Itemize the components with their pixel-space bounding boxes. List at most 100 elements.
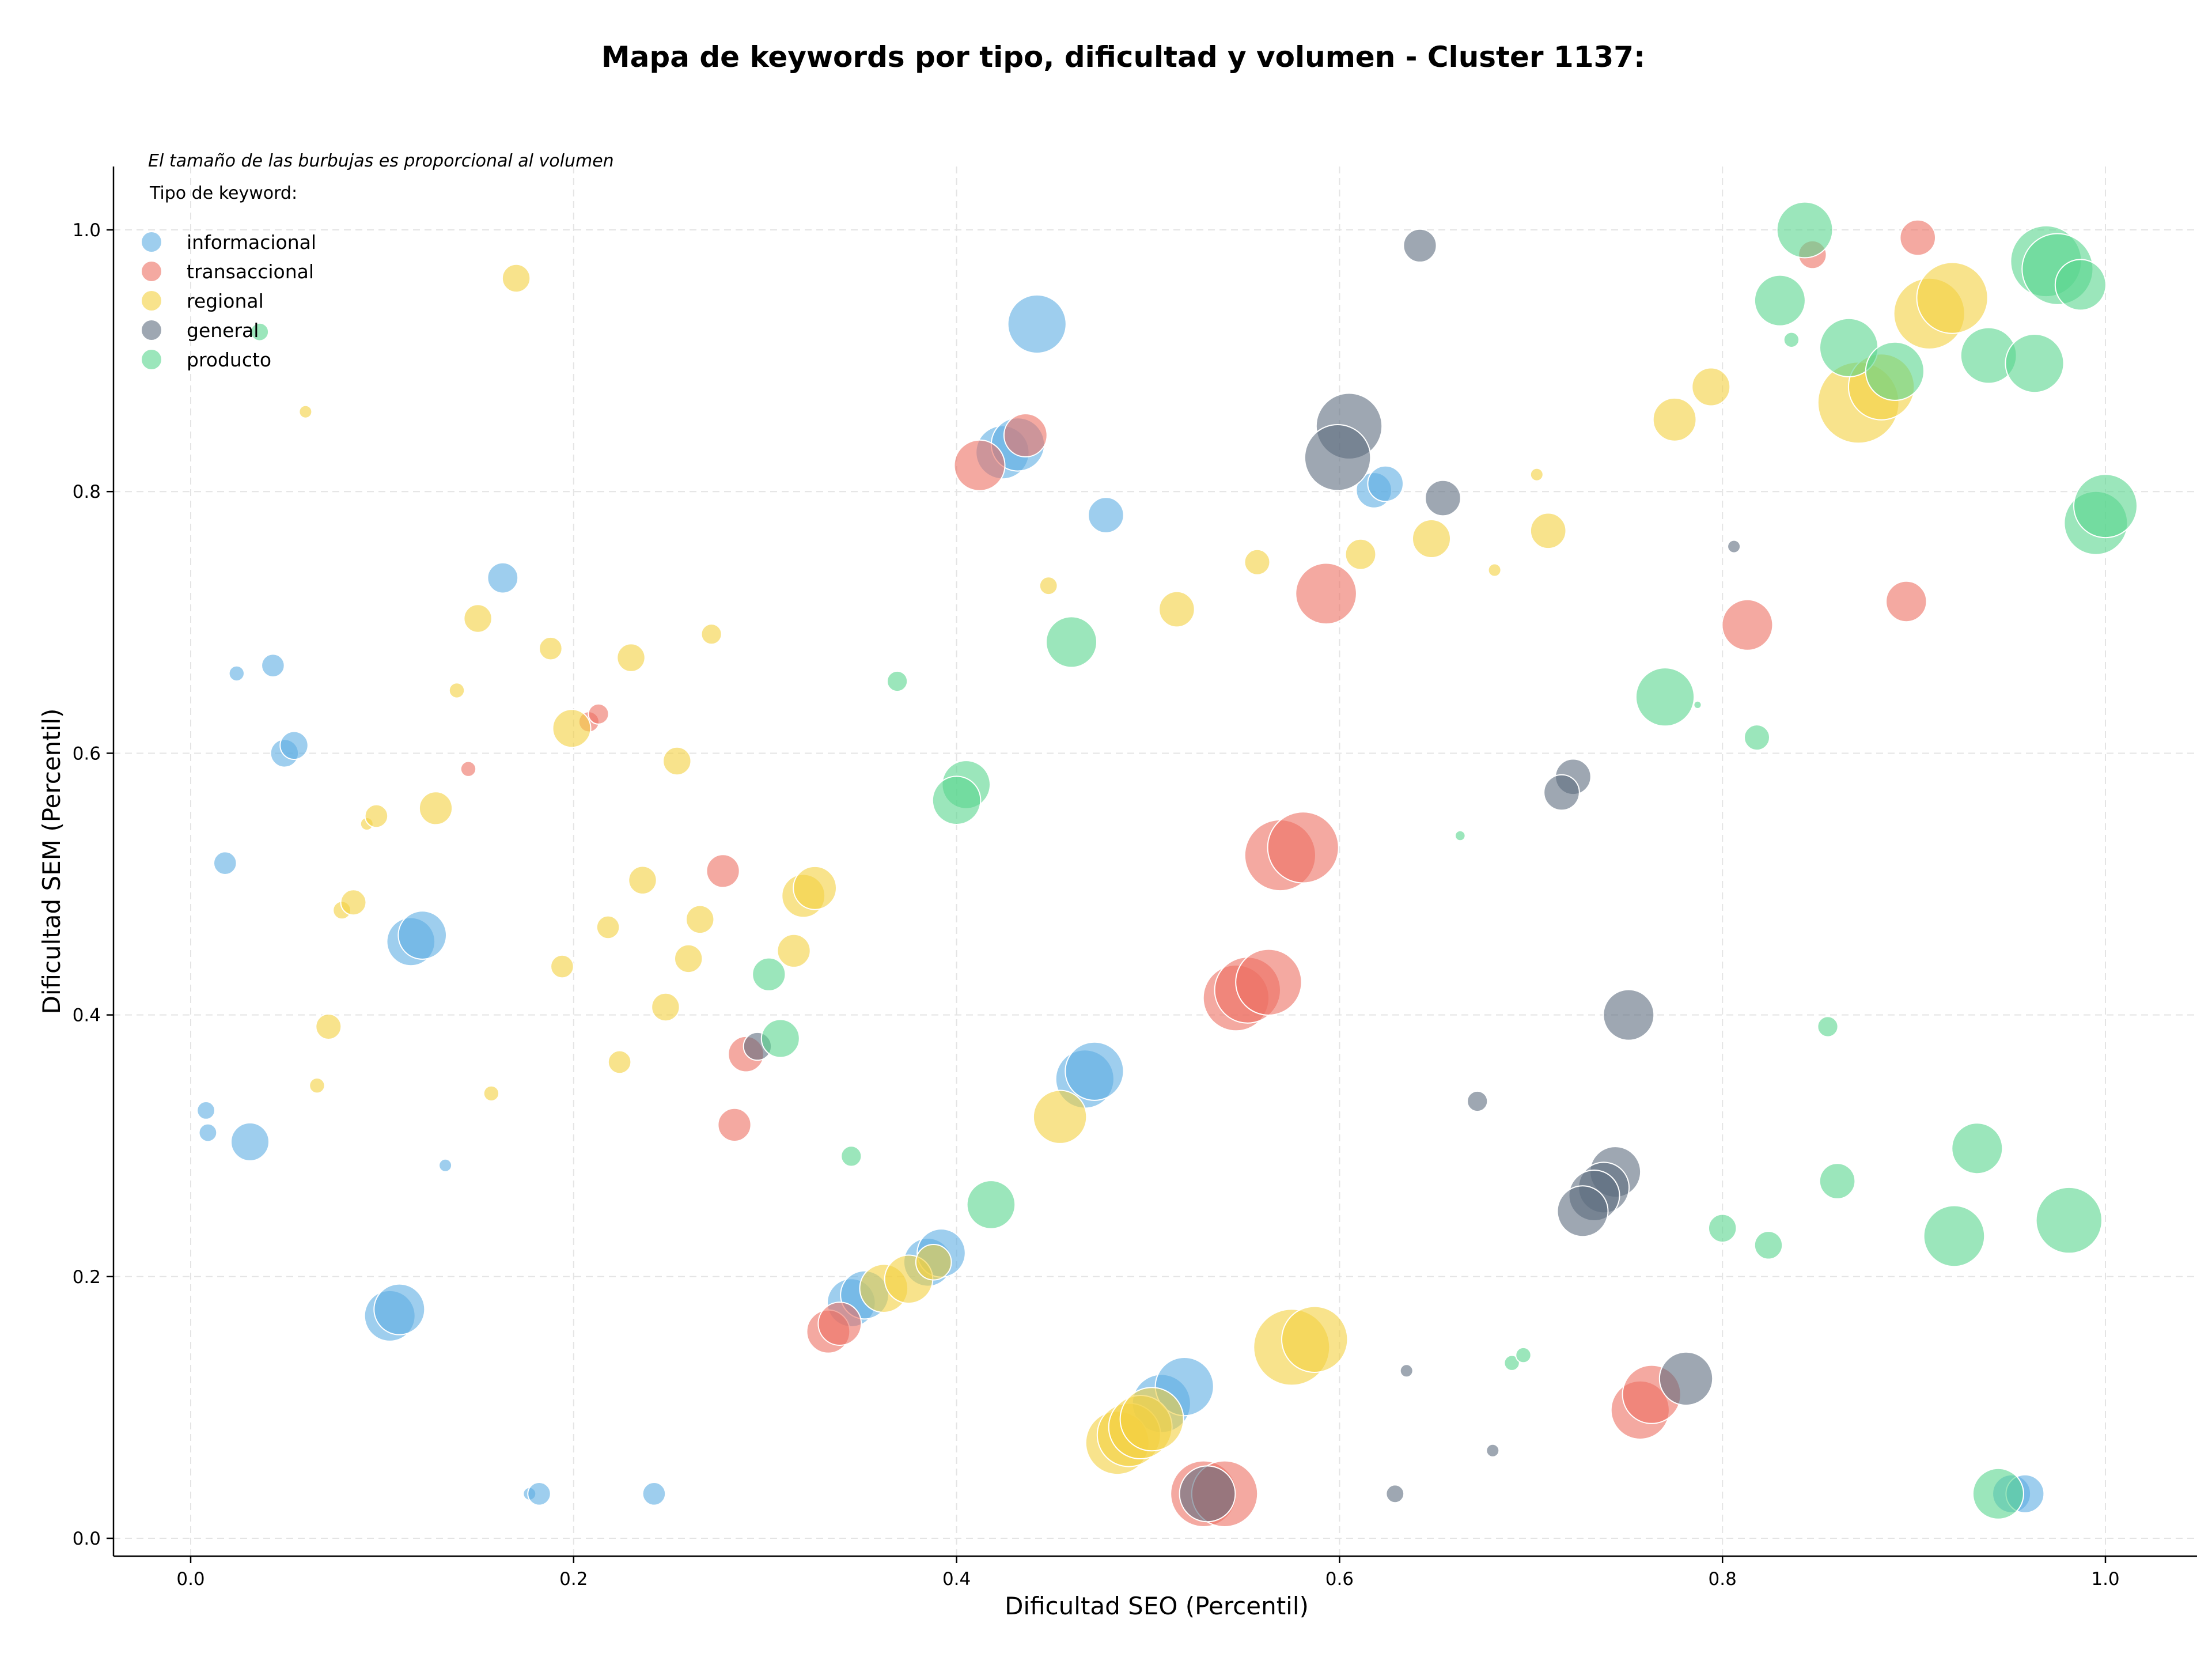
- bubble-general: [1603, 989, 1655, 1041]
- bubble-transaccional: [706, 854, 740, 888]
- bubble-informacional: [279, 731, 309, 760]
- bubble-producto: [1744, 724, 1770, 751]
- bubble-informacional: [527, 1482, 551, 1506]
- legend-item-transaccional: transaccional: [142, 260, 314, 283]
- bubble-regional: [309, 1077, 325, 1094]
- x-tick-label: 0.0: [176, 1569, 204, 1590]
- legend-item-general: general: [142, 319, 259, 342]
- bubble-producto: [2035, 1186, 2103, 1254]
- bubble-transaccional: [817, 1301, 862, 1346]
- bubble-general: [1727, 539, 1741, 554]
- bubble-regional: [463, 604, 493, 633]
- bubble-producto: [1753, 1231, 1783, 1260]
- bubble-general: [1425, 479, 1461, 517]
- bubble-producto: [1776, 201, 1834, 259]
- bubble-regional: [1032, 1089, 1088, 1144]
- bubble-regional: [1529, 512, 1567, 550]
- bubble-producto: [752, 957, 786, 992]
- bubble-regional: [628, 865, 657, 895]
- bubble-informacional: [261, 653, 285, 678]
- bubble-regional: [550, 954, 574, 979]
- y-axis-label: Dificultad SEM (Percentil): [37, 709, 66, 1015]
- bubble-informacional: [1367, 465, 1404, 502]
- bubble-producto: [2073, 474, 2138, 539]
- series-transaccional: [460, 219, 1936, 1528]
- bubble-regional: [700, 623, 722, 645]
- bubble-general: [1658, 1351, 1714, 1406]
- bubble-regional: [685, 905, 715, 934]
- bubble-general: [1486, 1443, 1500, 1458]
- y-tick-label: 0.8: [73, 482, 101, 502]
- bubble-informacional: [198, 1123, 218, 1142]
- bubble-regional: [1158, 591, 1195, 628]
- y-tick-label: 0.0: [73, 1528, 101, 1549]
- x-axis-ticks: 0.0 0.2 0.4 0.6 0.8 1.0: [176, 1556, 2120, 1590]
- bubble-regional: [596, 915, 620, 940]
- bubble-general: [1403, 228, 1437, 263]
- bubble-informacional: [228, 665, 245, 682]
- bubble-size-note: El tamaño de las burbujas es proporciona…: [148, 151, 614, 171]
- bubble-producto: [1972, 1467, 2024, 1520]
- bubble-layer: [196, 201, 2138, 1528]
- bubble-informacional: [1065, 1041, 1124, 1101]
- bubble-informacional: [230, 1122, 270, 1161]
- series-informacional: [196, 294, 2045, 1514]
- legend-label: transaccional: [187, 260, 314, 283]
- x-tick-label: 0.8: [1709, 1569, 1737, 1590]
- y-axis-ticks: 0.0 0.2 0.4 0.6 0.8 1.0: [73, 220, 113, 1549]
- y-tick-label: 0.4: [73, 1005, 101, 1026]
- bubble-producto: [1455, 830, 1466, 842]
- y-tick-label: 0.6: [73, 743, 101, 764]
- bubble-informacional: [438, 1158, 453, 1172]
- legend-marker: [142, 291, 161, 311]
- bubble-producto: [1046, 616, 1097, 668]
- bubble-regional: [539, 636, 563, 661]
- bubble-producto: [1753, 274, 1806, 327]
- x-tick-label: 0.6: [1325, 1569, 1354, 1590]
- bubble-producto: [250, 322, 270, 342]
- bubble-general: [1385, 1484, 1405, 1504]
- bubble-producto: [1951, 1122, 2003, 1175]
- legend-label: informacional: [187, 231, 316, 253]
- bubble-producto: [1923, 1205, 1986, 1267]
- bubble-transaccional: [1235, 948, 1302, 1016]
- x-axis-label: Dificultad SEO (Percentil): [1005, 1592, 1309, 1620]
- bubble-regional: [1281, 1306, 1349, 1374]
- legend-marker: [142, 350, 161, 369]
- bubble-transaccional: [717, 1107, 752, 1142]
- bubble-regional: [552, 709, 592, 748]
- bubble-informacional: [196, 1101, 216, 1120]
- series-producto: [250, 201, 2138, 1520]
- bubble-transaccional: [588, 703, 609, 725]
- bubble-producto: [887, 670, 908, 693]
- bubble-regional: [501, 263, 531, 293]
- bubble-regional: [793, 865, 837, 910]
- bubble-regional: [418, 791, 453, 826]
- bubble-producto: [966, 1180, 1016, 1229]
- bubble-informacional: [373, 1283, 426, 1335]
- bubble-producto: [931, 775, 982, 825]
- legend-label: general: [187, 319, 259, 342]
- bubble-regional: [1039, 576, 1058, 596]
- bubble-producto: [1817, 1016, 1839, 1038]
- legend: informacional transaccional regional genera…: [142, 231, 316, 371]
- bubble-regional: [1244, 548, 1271, 576]
- x-tick-label: 1.0: [2091, 1569, 2119, 1590]
- bubble-regional: [915, 1244, 952, 1281]
- bubble-regional: [1119, 1387, 1184, 1452]
- legend-label: producto: [187, 349, 271, 371]
- bubble-producto: [1503, 1354, 1520, 1371]
- bubble-regional: [298, 404, 313, 419]
- series-general: [743, 228, 1741, 1523]
- bubble-regional: [607, 1050, 632, 1074]
- bubble-transaccional: [1721, 599, 1774, 651]
- bubble-regional: [1652, 397, 1697, 442]
- series-regional: [298, 262, 1988, 1475]
- bubble-regional: [616, 643, 646, 672]
- bubble-general: [1399, 1364, 1414, 1378]
- bubble-producto: [2054, 259, 2107, 311]
- bubble-general: [1556, 1185, 1609, 1238]
- bubble-informacional: [487, 562, 519, 594]
- y-tick-label: 0.2: [73, 1267, 101, 1288]
